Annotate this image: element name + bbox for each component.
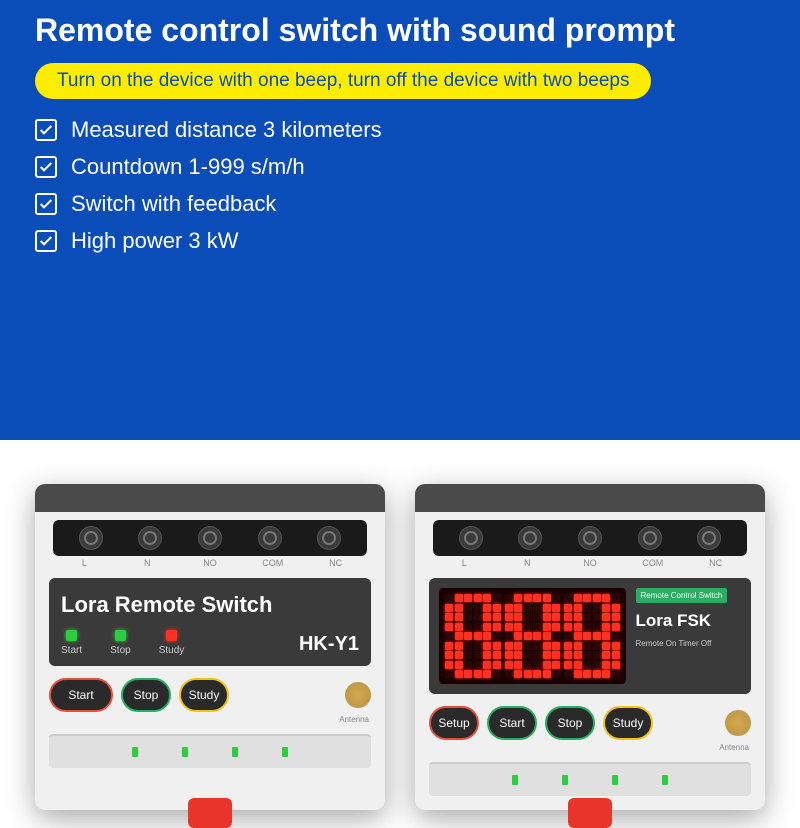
indicator-led — [282, 747, 288, 757]
terminal-label: COM — [261, 558, 285, 568]
devices-row: LNNOCOMNC Lora Remote Switch StartStopSt… — [0, 484, 800, 810]
face-right: Remote Control Switch Lora FSK Remote On… — [636, 588, 742, 684]
terminal-block — [433, 520, 747, 556]
indicator-led — [612, 775, 618, 785]
checkmark-icon — [35, 156, 57, 178]
indicator-led — [662, 775, 668, 785]
feature-item: Measured distance 3 kilometers — [35, 117, 765, 143]
mode-label: Remote On Timer Off — [636, 639, 712, 648]
led-label: Start — [61, 645, 82, 656]
terminal-screw — [317, 526, 341, 550]
device-b: L N NO COM NC Remote Control Switch Lora FSK… — [415, 484, 765, 810]
feature-text: High power 3 kW — [71, 228, 239, 254]
terminal-block — [53, 520, 367, 556]
status-led: Study — [159, 630, 185, 656]
terminal-label: N — [135, 558, 159, 568]
product-infographic: Remote control switch with sound prompt … — [0, 0, 800, 800]
din-rail-top — [35, 484, 385, 512]
bottom-strip — [49, 734, 371, 768]
feature-text: Measured distance 3 kilometers — [71, 117, 382, 143]
led-light — [166, 630, 177, 641]
subtitle-pill: Turn on the device with one beep, turn o… — [35, 63, 651, 99]
brand-label: Lora FSK — [636, 611, 712, 631]
terminal-label: NC — [704, 558, 728, 568]
feature-text: Switch with feedback — [71, 191, 276, 217]
start-button[interactable]: Start — [49, 678, 113, 712]
indicator-led — [562, 775, 568, 785]
led-light — [115, 630, 126, 641]
stop-button[interactable]: Stop — [121, 678, 171, 712]
terminal-screw — [79, 526, 103, 550]
terminal-label: N — [515, 558, 539, 568]
antenna-connector — [345, 682, 371, 708]
din-rail-top — [415, 484, 765, 512]
device-face: Lora Remote Switch Start Stop Study HK-Y1 — [49, 578, 371, 666]
start-button[interactable]: Start — [487, 706, 537, 740]
display-digit — [564, 594, 620, 678]
dot-matrix-display — [439, 588, 626, 684]
terminal-label: COM — [641, 558, 665, 568]
terminal-label: NC — [324, 558, 348, 568]
model-number: HK-Y1 — [299, 633, 359, 656]
indicator-led — [132, 747, 138, 757]
terminal-screw — [459, 526, 483, 550]
setup-button[interactable]: Setup — [429, 706, 479, 740]
antenna-label: Antenna — [415, 743, 749, 752]
stop-button[interactable]: Stop — [545, 706, 595, 740]
antenna-connector — [725, 710, 751, 736]
terminal-screw — [138, 526, 162, 550]
terminal-screw — [518, 526, 542, 550]
checkmark-icon — [35, 119, 57, 141]
indicator-led — [182, 747, 188, 757]
indicator-led — [232, 747, 238, 757]
checkmark-icon — [35, 193, 57, 215]
button-row: StartStopStudy — [49, 678, 371, 712]
main-title: Remote control switch with sound prompt — [35, 12, 765, 49]
header-section: Remote control switch with sound prompt … — [0, 0, 800, 254]
device-a: LNNOCOMNC Lora Remote Switch StartStopSt… — [35, 484, 385, 810]
terminal-label: NO — [578, 558, 602, 568]
terminal-screw — [638, 526, 662, 550]
feature-text: Countdown 1-999 s/m/h — [71, 154, 305, 180]
checkmark-icon — [35, 230, 57, 252]
terminal-label: L — [452, 558, 476, 568]
button-row: SetupStartStopStudy — [429, 706, 751, 740]
mounting-clip — [188, 798, 232, 828]
study-button[interactable]: Study — [179, 678, 229, 712]
status-led: Start — [61, 630, 82, 656]
feature-item: Switch with feedback — [35, 191, 765, 217]
antenna-label: Antenna — [35, 715, 369, 724]
terminal-labels: L N NO COM NC — [53, 558, 367, 568]
bottom-strip — [429, 762, 751, 796]
led-light — [66, 630, 77, 641]
terminal-screw — [198, 526, 222, 550]
mounting-clip — [568, 798, 612, 828]
feature-item: Countdown 1-999 s/m/h — [35, 154, 765, 180]
terminal-label: NO — [198, 558, 222, 568]
terminal-label: L — [72, 558, 96, 568]
terminal-screw — [258, 526, 282, 550]
study-button[interactable]: Study — [603, 706, 653, 740]
indicator-led — [512, 775, 518, 785]
terminal-labels: L N NO COM NC — [433, 558, 747, 568]
device-title: Lora Remote Switch — [61, 592, 359, 618]
feature-list: Measured distance 3 kilometers Countdown … — [35, 117, 765, 254]
badge-label: Remote Control Switch — [636, 588, 728, 603]
terminal-screw — [697, 526, 721, 550]
led-label: Study — [159, 645, 185, 656]
terminal-screw — [578, 526, 602, 550]
display-digit — [445, 594, 501, 678]
led-label: Stop — [110, 645, 131, 656]
display-digit — [505, 594, 561, 678]
device-face: Remote Control Switch Lora FSK Remote On… — [429, 578, 751, 694]
feature-item: High power 3 kW — [35, 228, 765, 254]
led-row: Start Stop Study HK-Y1 — [61, 630, 359, 656]
status-led: Stop — [110, 630, 131, 656]
